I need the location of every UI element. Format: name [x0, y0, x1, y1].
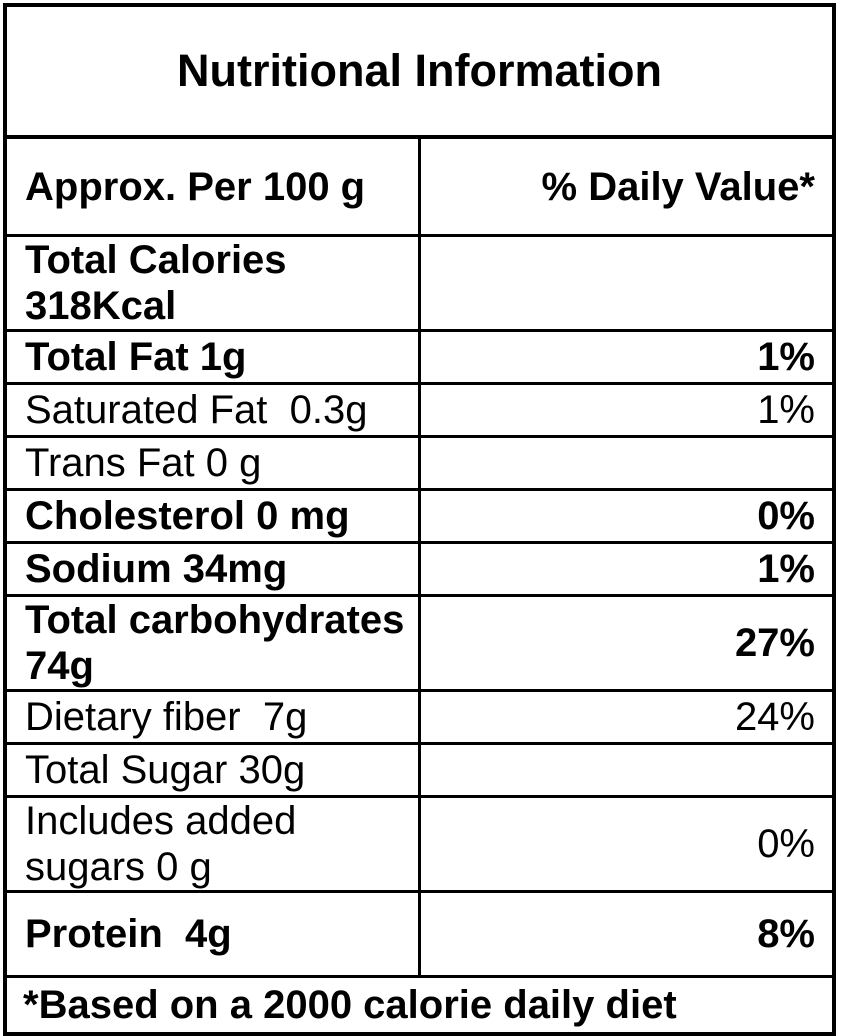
footnote: *Based on a 2000 calorie daily diet: [23, 983, 677, 1027]
daily-value: 8%: [418, 891, 832, 978]
column-header-serving: Approx. Per 100 g: [7, 137, 420, 237]
daily-value: 24%: [418, 690, 832, 745]
table-row: *Based on a 2000 calorie daily diet: [7, 977, 832, 1033]
table-row: Total Calories 318Kcal: [7, 235, 832, 332]
daily-value: 1%: [418, 542, 832, 597]
nutrient-label: Includes added sugars 0 g: [7, 796, 420, 893]
nutrient-label: Dietary fiber 7g: [7, 690, 420, 745]
daily-value: [418, 235, 832, 332]
table-row: Total Sugar 30g: [7, 743, 832, 798]
daily-value: 0%: [418, 489, 832, 544]
page-title: Nutritional Information: [7, 7, 832, 139]
nutrient-label: Protein 4g: [7, 891, 420, 978]
table-row: Cholesterol 0 mg 0%: [7, 489, 832, 544]
nutrient-label: Trans Fat 0 g: [7, 436, 420, 491]
daily-value: [418, 743, 832, 798]
daily-value: 1%: [418, 330, 832, 385]
table-row: Nutritional Information: [7, 7, 832, 139]
nutrient-label: Cholesterol 0 mg: [7, 489, 420, 544]
nutrition-label: Nutritional Information Approx. Per 100 …: [3, 3, 836, 1036]
table-row: Approx. Per 100 g % Daily Value*: [7, 137, 832, 237]
nutrient-label: Total carbohydrates 74g: [7, 595, 420, 692]
table-row: Trans Fat 0 g: [7, 436, 832, 491]
table-row: Sodium 34mg 1%: [7, 542, 832, 597]
nutrient-label: Total Fat 1g: [7, 330, 420, 385]
daily-value: 1%: [418, 383, 832, 438]
table-row: Total carbohydrates 74g 27%: [7, 595, 832, 692]
daily-value: 27%: [418, 595, 832, 692]
nutrient-label: Sodium 34mg: [7, 542, 420, 597]
table-row: Dietary fiber 7g 24%: [7, 690, 832, 745]
column-header-daily-value: % Daily Value*: [418, 137, 832, 237]
daily-value: [418, 436, 832, 491]
nutrient-label: Total Calories 318Kcal: [7, 235, 420, 332]
daily-value: 0%: [418, 796, 832, 893]
table-row: Total Fat 1g 1%: [7, 330, 832, 385]
table-row: Protein 4g 8%: [7, 891, 832, 978]
table-row: Saturated Fat 0.3g 1%: [7, 383, 832, 438]
nutrient-label: Total Sugar 30g: [7, 743, 420, 798]
table-row: Includes added sugars 0 g 0%: [7, 796, 832, 893]
nutrition-table: Nutritional Information Approx. Per 100 …: [7, 7, 832, 1032]
nutrient-label: Saturated Fat 0.3g: [7, 383, 420, 438]
